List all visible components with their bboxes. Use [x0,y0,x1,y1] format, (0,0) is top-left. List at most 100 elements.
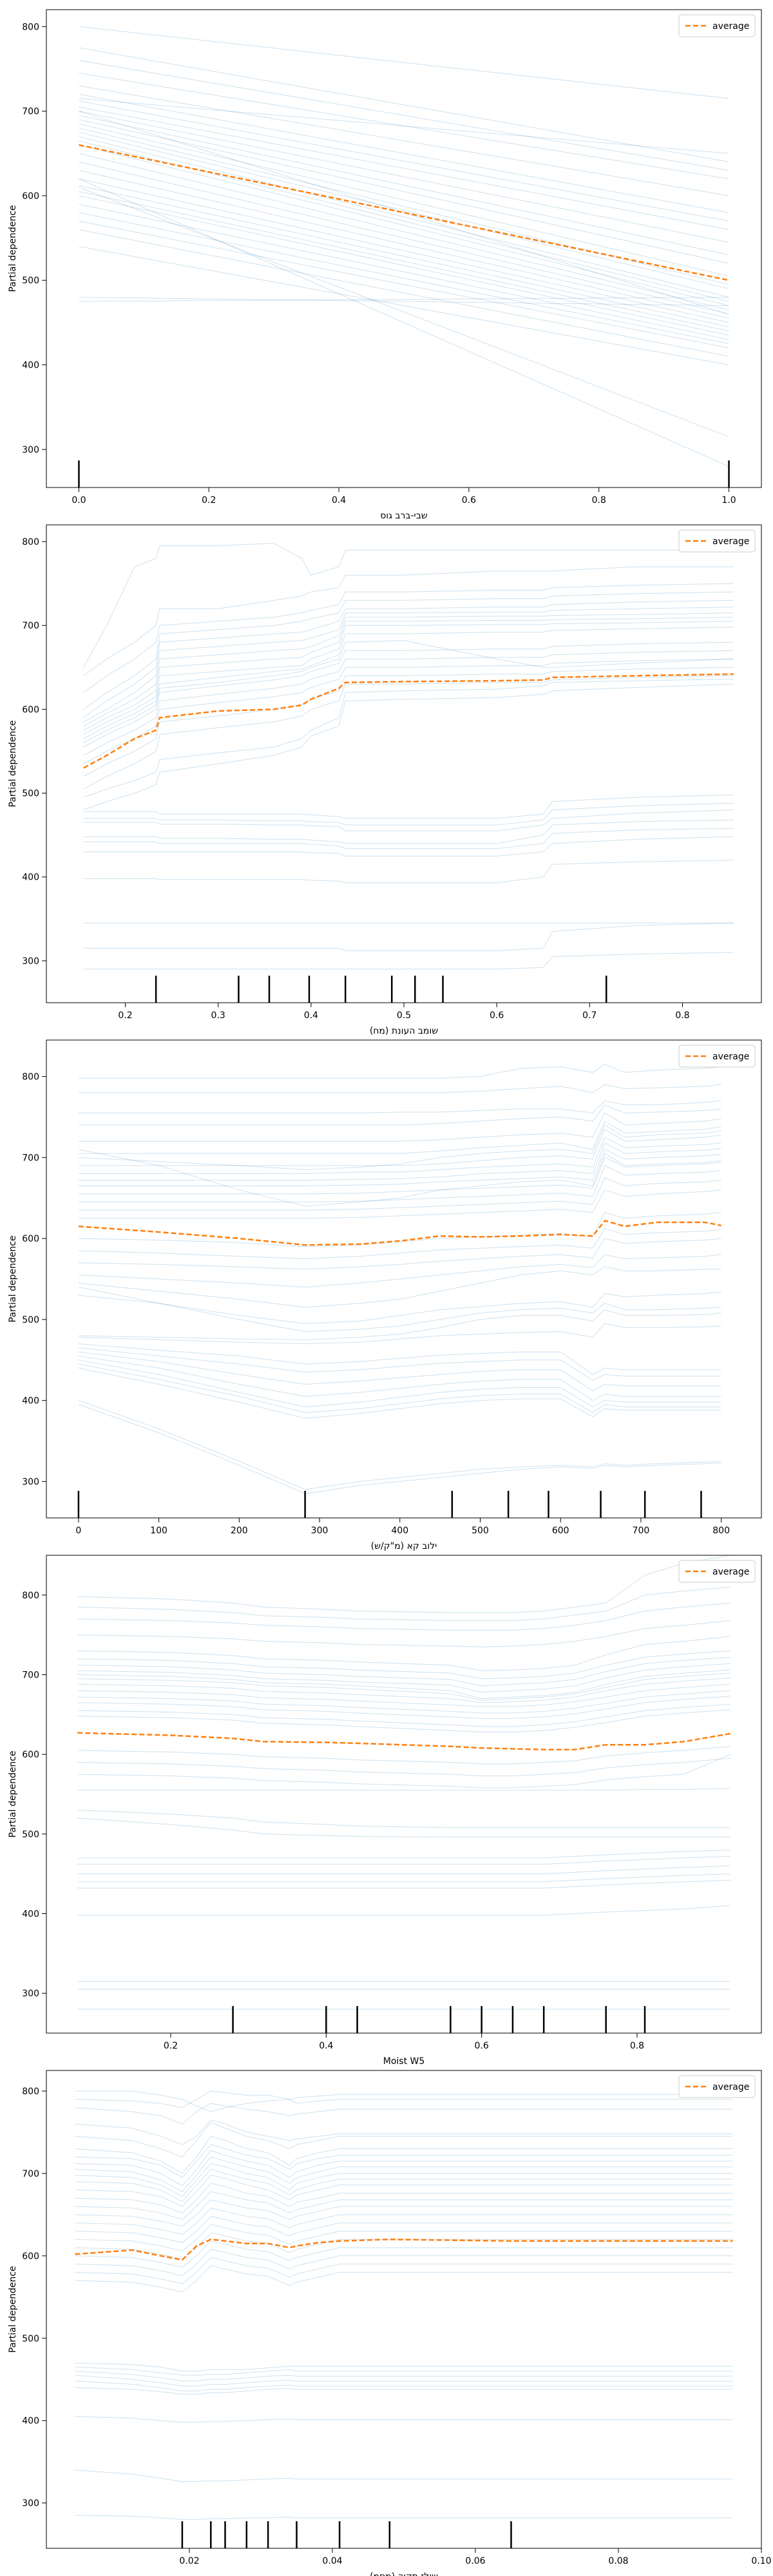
ice-line [78,1359,721,1408]
legend: average [678,1560,756,1583]
ice-line [78,1177,721,1211]
ice-line [79,111,729,315]
pdp-panel-4: 0.2 0.4 0.6 0.8 300 400 500 600 700 800 Moist W5 Pa… [8,1555,762,2067]
legend-label: average [712,2082,749,2092]
ice-line [75,2257,733,2284]
ice-line [79,85,729,196]
ice-line [77,1757,730,1777]
ice-line [75,2470,733,2482]
ice-line [83,600,734,718]
ice-line [78,1356,721,1401]
y-tick-label: 700 [22,1671,39,1681]
ice-line [83,640,734,743]
ice-line [77,1880,730,1889]
x-tick-label: 0.10 [751,2556,771,2566]
ice-line [77,1677,730,1703]
ice-line [83,612,734,726]
ice-line [83,922,734,951]
ice-line [78,1084,721,1094]
ice-line [83,627,734,739]
ice-line [75,2103,733,2125]
ice-line [75,2183,733,2213]
ice-line [83,583,734,693]
ice-line [75,2090,733,2112]
legend-box [678,529,756,553]
y-tick-label: 600 [22,1750,39,1760]
ice-line [79,144,729,307]
ice-line [77,1754,730,1788]
ice-line [83,679,734,798]
y-tick-label: 300 [22,956,39,967]
x-tick-label: 0.4 [304,1010,318,1021]
axes-frame [46,9,762,488]
y-tick-label: 400 [22,2416,39,2427]
legend-label: average [712,1052,749,1062]
y-axis-label: Partial dependence [8,1750,18,1837]
ice-line [78,1149,721,1186]
ice-line [83,836,734,857]
ice-line [75,2215,733,2243]
ice-line [83,828,734,849]
x-tick-label: 200 [231,1526,248,1536]
x-tick-label: 500 [472,1526,489,1536]
ice-line [78,1291,721,1324]
ice-line [77,1669,730,1700]
y-tick-label: 500 [22,1830,39,1840]
ice-line [75,2163,733,2197]
x-tick-label: 0.2 [202,495,216,506]
ice-line [79,178,729,323]
ice-line [75,2168,733,2202]
x-tick-label: 0.5 [397,1010,411,1021]
ice-line [75,2136,733,2174]
x-tick-label: 0.8 [675,1010,689,1021]
x-tick-label: 0.6 [462,495,476,506]
ice-line [75,2119,733,2145]
ice-line [77,1690,730,1714]
ice-line [79,212,729,345]
y-tick-label: 400 [22,1396,39,1406]
ice-line [83,591,734,710]
ice-line [77,1636,730,1671]
y-tick-label: 500 [22,276,39,286]
y-tick-label: 800 [22,22,39,32]
y-tick-label: 800 [22,2087,39,2097]
y-tick-label: 300 [22,1477,39,1487]
x-tick-label: 0.6 [490,1010,504,1021]
ice-line [78,1367,721,1419]
ice-line [77,1696,730,1719]
ice-line [77,1746,730,1765]
x-tick-label: 0.8 [592,495,606,506]
ice-line [75,2150,733,2186]
ice-line [78,1104,721,1126]
ice-line [78,1100,721,1113]
ice-line [78,1212,721,1247]
ice-line [79,191,729,332]
ice-line [78,1404,721,1494]
ice-line [77,1555,730,1613]
x-axis-label: שולז תקיה (מסמ) [370,2571,438,2576]
ice-line [75,2249,733,2277]
y-tick-label: 600 [22,191,39,202]
ice-line [79,100,729,222]
ice-line [79,106,729,230]
y-tick-label: 300 [22,2499,39,2509]
axes-frame [46,524,762,1003]
ice-line [79,297,729,302]
ice-line [79,161,729,315]
ice-line [77,1683,730,1707]
average-line [79,144,729,281]
x-axis-label: שומב העונת (מח) [370,1026,438,1036]
ice-line [78,1351,721,1392]
ice-line [77,1873,730,1882]
ice-line [78,1142,721,1181]
x-tick-label: 0.8 [630,2041,644,2051]
ice-line [78,1363,721,1414]
x-tick-label: 0.2 [118,1010,132,1021]
ice-line [79,220,729,348]
y-tick-label: 600 [22,705,39,715]
ice-line [83,683,734,811]
x-tick-label: 600 [552,1526,569,1536]
y-tick-label: 700 [22,107,39,117]
ice-line [78,1238,721,1270]
